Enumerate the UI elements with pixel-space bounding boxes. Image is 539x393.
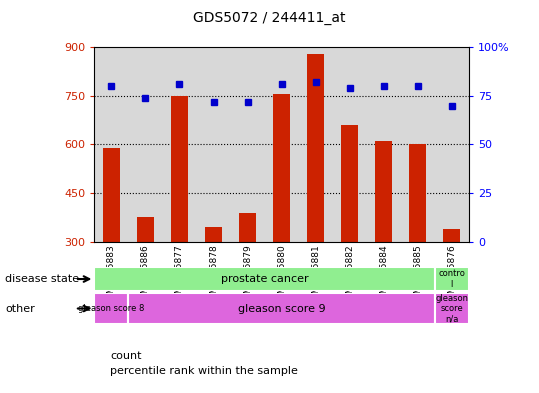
Text: gleason score 9: gleason score 9 (238, 303, 326, 314)
Bar (409, 144, 426, 339)
Text: gleason score 8: gleason score 8 (78, 304, 144, 313)
Bar (103, 148, 120, 339)
Bar (205, 227, 222, 339)
Text: prostate cancer: prostate cancer (221, 274, 308, 284)
Bar (137, 217, 154, 339)
Text: percentile rank within the sample: percentile rank within the sample (110, 366, 299, 376)
Bar (435, 267, 469, 291)
Text: GDS5072 / 244411_at: GDS5072 / 244411_at (194, 11, 345, 25)
Bar (171, 96, 188, 339)
Bar (273, 94, 290, 339)
Bar (307, 53, 324, 339)
Text: count: count (110, 351, 142, 361)
Text: other: other (5, 303, 35, 314)
Text: contro
l: contro l (438, 269, 465, 289)
Bar (341, 125, 358, 339)
Text: disease state: disease state (5, 274, 80, 284)
Bar (128, 293, 435, 324)
Bar (444, 229, 460, 339)
Bar (94, 293, 128, 324)
Bar (435, 293, 469, 324)
Bar (375, 141, 392, 339)
Bar (239, 213, 256, 339)
Text: gleason
score
n/a: gleason score n/a (436, 294, 468, 323)
